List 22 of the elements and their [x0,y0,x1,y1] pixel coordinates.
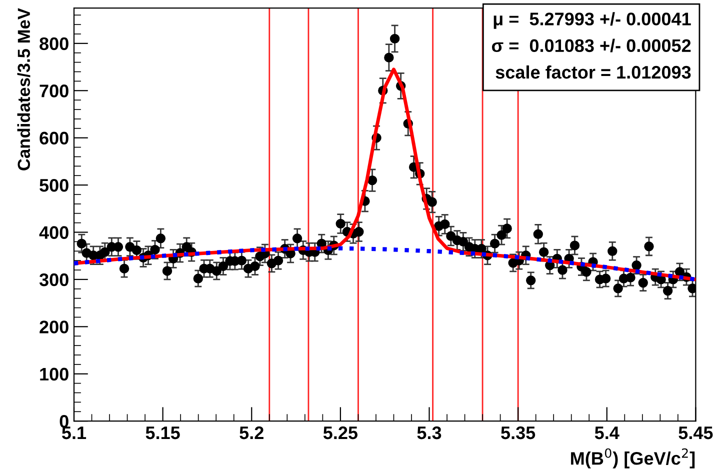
y-tick-label: 800 [40,37,68,50]
x-tick-label: 5.25 [323,426,358,440]
x-tick-label: 5.2 [240,426,264,440]
y-tick-label: 600 [40,132,68,145]
y-tick-label: 500 [40,178,68,192]
y-tick-label: 300 [39,273,68,286]
y-axis-title: Candidates/3.5 MeV [17,8,30,170]
x-tick-label: 5.4 [594,426,620,440]
annotation: scale factor = 1.012093 [496,65,691,79]
x-tick-label: 5.45 [678,426,713,440]
y-tick-label: 200 [40,320,68,334]
annotation: μ = 5.27993 +/- 0.00041 [494,12,691,29]
y-tick-label: 700 [40,84,68,98]
annotation: σ = 0.01083 +/- 0.00052 [492,38,691,52]
x-tick-label: 5.3 [417,426,442,440]
y-tick-label: 100 [40,368,68,381]
x-tick-label: 5.35 [501,426,536,440]
x-tick-label: 5.15 [146,426,180,440]
y-tick-label: 0 [60,415,68,428]
y-tick-label: 400 [39,226,68,239]
x-tick-label: 5.1 [62,426,86,440]
x-axis-title: M(B$^{0}$) [GeV/c$^{2}$] [571,448,695,468]
